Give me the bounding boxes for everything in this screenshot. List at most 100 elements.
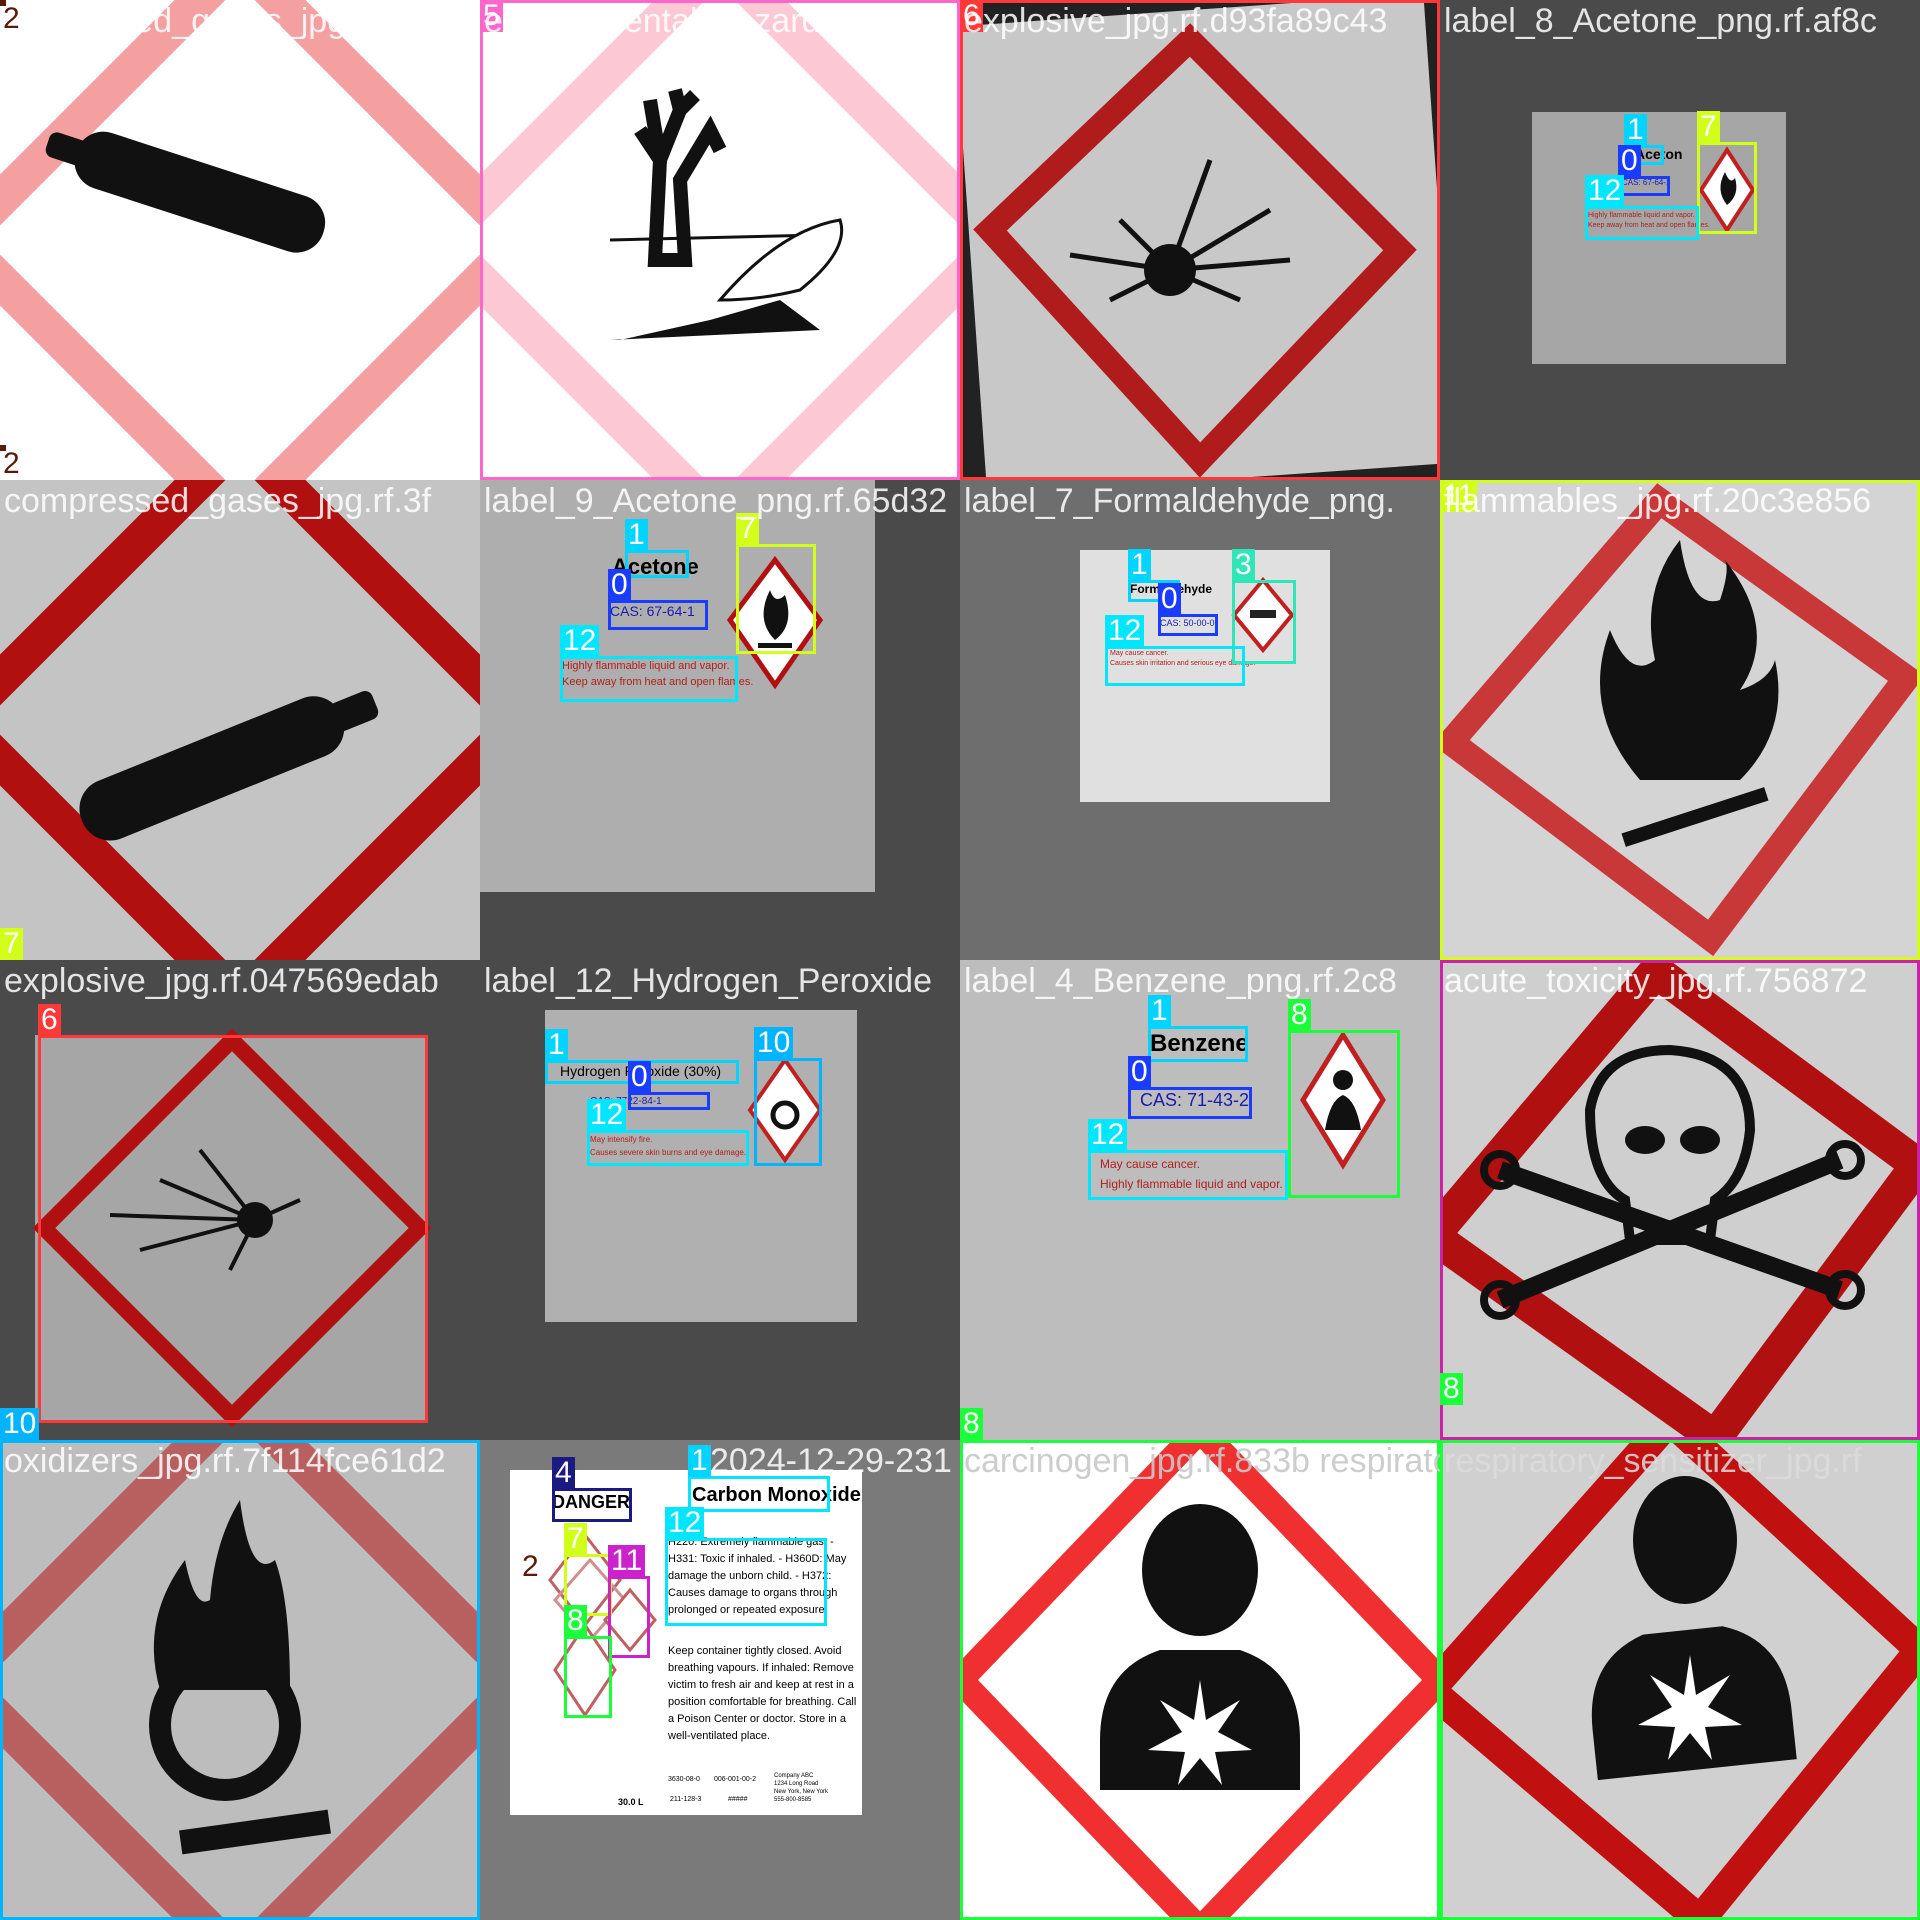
bbox-class-label: 12 [1105, 615, 1145, 647]
bbox-class-label: 12 [1088, 1119, 1128, 1151]
label-cas: CAS: 67-64-1 [610, 603, 695, 619]
bbox-class-2: 2 [0, 0, 20, 35]
tile-label-hydrogen-peroxide: Hydrogen Peroxide (30%) CAS: 7722-84-1 M… [480, 960, 960, 1440]
bbox-class-label: 2 [3, 2, 20, 35]
label-warning: Highly flammable liquid and vapor. [562, 660, 730, 672]
tile-compressed-gases-2: compressed_gases_jpg.rf.3f 7 [0, 480, 480, 960]
bbox-class-label: 1 [688, 1445, 711, 1477]
bbox-class-label: 8 [960, 1408, 983, 1440]
hazard-statement: prolonged or repeated exposure [668, 1604, 825, 1616]
bbox-class-8: 8 [1288, 999, 1400, 1198]
footer-field: 3630-08-0 [668, 1776, 700, 1783]
bbox-class-label: 4 [552, 1457, 575, 1489]
bbox-class-0: 0 [1158, 583, 1218, 636]
bbox-class-label: 0 [1618, 145, 1641, 177]
label-cas: CAS: 67-64-1 [1622, 178, 1671, 187]
bbox-class-11: 11 [1440, 480, 1920, 960]
bbox-class-4: 4 [552, 1457, 632, 1522]
precaution-statement: Keep container tightly closed. Avoid [668, 1645, 842, 1657]
label-sheet [35, 1035, 427, 1423]
bbox-class-2: 2 [0, 445, 20, 480]
bbox-class-1: 1 [625, 519, 689, 578]
footer-field: New York, New York [774, 1789, 829, 1795]
bbox-class-0: 0 [1618, 145, 1670, 196]
bbox-class-11: 11 [608, 1545, 650, 1658]
tile-flammables: 11 flammables_jpg.rf.20c3e856 [1440, 480, 1920, 960]
bbox-class-label: 8 [1440, 1373, 1463, 1405]
precaution-statement: well-ventilated place. [668, 1730, 771, 1742]
hazard-statement: damage the unborn child. - H372: [668, 1570, 832, 1582]
precaution-statement: victim to fresh air and keep at rest in … [668, 1679, 854, 1691]
tile-environmental-hazards: 5 environmental_hazards_jpg. [480, 0, 960, 480]
bbox-class-label: 2 [522, 1550, 539, 1583]
footer-field: 1234 Long Road [774, 1781, 819, 1787]
bbox-frame [960, 1440, 1440, 1920]
bbox-class-5: 5 [480, 0, 960, 480]
bbox-class-10: 10 [754, 1027, 822, 1166]
bbox-class-2: 2 [520, 1551, 539, 1588]
bbox-class-0: 0 [1128, 1056, 1252, 1119]
tile-respiratory-sensitizer: carcinogen_jpg.rf.833b respiratory_ [960, 1440, 1440, 1920]
bbox-class-label: 2 [3, 447, 20, 480]
health-hazard-pictogram [1440, 1440, 1920, 1920]
label-warning: Causes severe skin burns and eye damage. [590, 1148, 747, 1157]
tile-label-benzene: Benzene CAS: 71-43-2 May cause cancer. H… [960, 960, 1440, 1440]
bbox-class-label: 1 [1148, 995, 1171, 1027]
bbox-class-7: 7 [0, 928, 23, 960]
oxidizer-pictogram [0, 1440, 480, 1920]
bbox-frame [0, 1440, 480, 1920]
tile-explosive: 6 explosive_jpg.rf.d93fa89c43 [960, 0, 1440, 480]
bbox-class-label: 7 [736, 513, 759, 545]
bbox-class-label: 0 [1158, 583, 1181, 615]
bbox-class-1: 1 [688, 1445, 830, 1512]
bbox-class-12: 12 [665, 1507, 827, 1626]
label-warning: Keep away from heat and open flames. [1588, 222, 1710, 229]
health-hazard-pictogram [1300, 1030, 1386, 1170]
footer-field: Company ABC [774, 1773, 814, 1779]
bbox-class-7: 7 [736, 513, 816, 654]
bbox-class-label: 6 [960, 0, 983, 32]
bbox-class-0: 0 [628, 1061, 710, 1110]
bbox-class-label: 3 [1232, 549, 1255, 581]
bbox-class-3: 3 [1232, 549, 1296, 664]
label-warning: Highly flammable liquid and vapor. [1100, 1177, 1283, 1191]
sds-pictograms [548, 1532, 657, 1718]
bbox-class-label: 6 [38, 1004, 61, 1036]
corrosive-pictogram [1231, 576, 1295, 654]
label-danger: DANGER [552, 1492, 631, 1512]
bbox-class-label: 12 [587, 1099, 627, 1131]
bbox-class-label: 12 [1585, 175, 1625, 207]
bbox-class-6: 6 [960, 0, 1440, 480]
bbox-class-label: 0 [628, 1061, 651, 1093]
tile-label-acetone-2: Acetone CAS: 67-64-1 Highly flammable li… [480, 480, 960, 960]
health-hazard-pictogram [960, 1440, 1440, 1920]
label-warning: Keep away from heat and open flames. [562, 676, 754, 688]
bbox-class-label: 5 [480, 0, 503, 32]
label-warning: Highly flammable liquid and vapor. [1588, 212, 1695, 219]
bbox-class-1: 1 [1148, 995, 1248, 1062]
precaution-statement: breathing vapours. If inhaled: Remove [668, 1662, 854, 1674]
bbox-class-label: 1 [1624, 114, 1647, 146]
bbox-class-label: 12 [665, 1507, 705, 1539]
bbox-class-12: 12 [560, 625, 738, 702]
bbox-class-12: 12 [1088, 1119, 1288, 1200]
bbox-class-8: 8 [960, 1408, 983, 1440]
label-warning: May intensify fire. [590, 1135, 653, 1144]
explosive-pictogram [32, 1028, 432, 1428]
bbox-class-label: 1 [545, 1029, 568, 1061]
flame-pictogram [1440, 483, 1920, 957]
bbox-class-label: 7 [564, 1523, 587, 1555]
precaution-statement: position comfortable for breathing. Call [668, 1696, 857, 1708]
flame-pictogram [726, 555, 824, 690]
bbox-class-label: 0 [1128, 1056, 1151, 1088]
bbox-class-12: 12 [1105, 615, 1245, 686]
label-cas: CAS: 71-43-2 [1140, 1090, 1250, 1110]
label-chemical-name: Aceton [1635, 146, 1683, 162]
bbox-class-label: 10 [0, 1408, 40, 1440]
bbox-class-12: 12 [587, 1099, 749, 1166]
bbox-class-label: 10 [754, 1027, 794, 1059]
tile-explosive-2: 6 10 explosive_jpg.rf.047569edab [0, 960, 480, 1440]
bbox-class-1: 1 [1624, 114, 1664, 165]
tile-label-acetone: Aceton CAS: 67-64-1 Highly flammable liq… [1440, 0, 1920, 480]
